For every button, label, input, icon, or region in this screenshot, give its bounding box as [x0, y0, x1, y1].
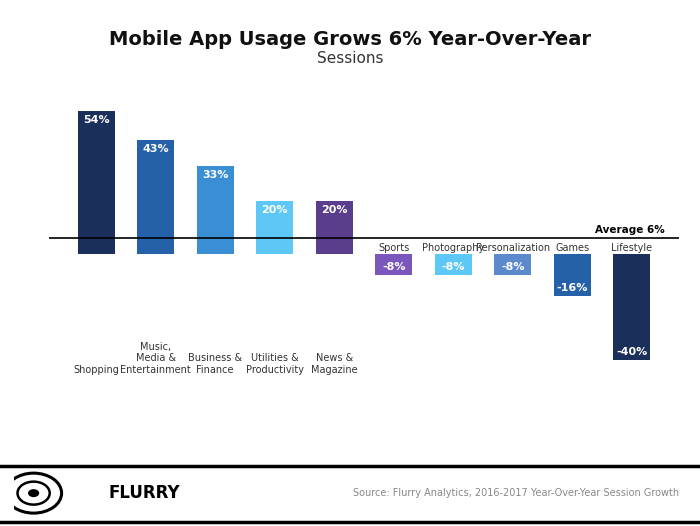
Bar: [554, 254, 591, 297]
Text: Utilities &
Productivity: Utilities & Productivity: [246, 353, 304, 375]
Text: Average 6%: Average 6%: [595, 226, 665, 236]
Text: -8%: -8%: [382, 262, 405, 272]
Text: Business &
Finance: Business & Finance: [188, 353, 242, 375]
Bar: [256, 201, 293, 254]
Text: Source: Flurry Analytics, 2016-2017 Year-Over-Year Session Growth: Source: Flurry Analytics, 2016-2017 Year…: [353, 488, 679, 499]
Text: Shopping: Shopping: [74, 365, 119, 375]
Circle shape: [28, 489, 39, 497]
Text: -40%: -40%: [616, 347, 648, 357]
Bar: [375, 254, 412, 275]
Bar: [316, 201, 353, 254]
Text: -8%: -8%: [501, 262, 524, 272]
Text: Mobile App Usage Grows 6% Year-Over-Year: Mobile App Usage Grows 6% Year-Over-Year: [109, 30, 591, 49]
Text: -8%: -8%: [442, 262, 465, 272]
Text: Music,
Media &
Entertainment: Music, Media & Entertainment: [120, 341, 191, 375]
Text: Personalization: Personalization: [476, 242, 550, 252]
Bar: [435, 254, 472, 275]
Text: 20%: 20%: [261, 205, 288, 215]
Text: Sessions: Sessions: [316, 52, 384, 66]
Bar: [613, 254, 650, 360]
Text: -16%: -16%: [556, 284, 588, 294]
Text: 20%: 20%: [321, 205, 347, 215]
Text: Lifestyle: Lifestyle: [611, 242, 652, 252]
Text: Sports: Sports: [378, 242, 409, 252]
Text: News &
Magazine: News & Magazine: [311, 353, 358, 375]
Text: Photography: Photography: [422, 242, 484, 252]
Text: 54%: 54%: [83, 115, 109, 125]
Text: 43%: 43%: [142, 144, 169, 154]
Bar: [494, 254, 531, 275]
Bar: [197, 166, 234, 254]
Text: FLURRY: FLURRY: [108, 484, 180, 502]
Text: 33%: 33%: [202, 170, 228, 180]
Bar: [137, 140, 174, 254]
Bar: [78, 110, 115, 254]
Text: Games: Games: [555, 242, 589, 252]
